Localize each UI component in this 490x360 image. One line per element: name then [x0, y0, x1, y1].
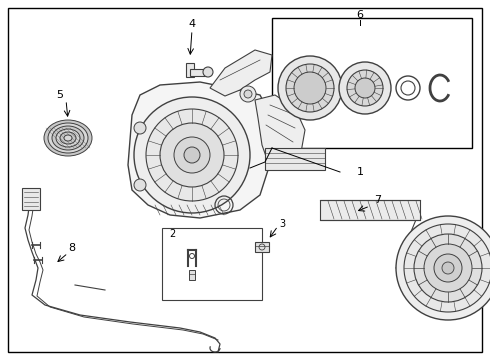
Circle shape	[434, 254, 462, 282]
Circle shape	[278, 56, 342, 120]
Circle shape	[160, 123, 224, 187]
Circle shape	[339, 62, 391, 114]
Ellipse shape	[44, 120, 92, 156]
Text: 6: 6	[357, 10, 364, 20]
Text: 4: 4	[189, 19, 196, 29]
Text: 3: 3	[279, 219, 285, 229]
Bar	[320, 200, 420, 220]
Circle shape	[414, 234, 482, 302]
Text: 2: 2	[169, 229, 175, 239]
Circle shape	[244, 90, 252, 98]
Circle shape	[294, 72, 326, 104]
Circle shape	[404, 224, 490, 312]
Text: 1: 1	[357, 167, 364, 177]
Polygon shape	[255, 95, 305, 168]
Bar	[255, 242, 269, 252]
Polygon shape	[128, 82, 268, 218]
Polygon shape	[210, 50, 272, 96]
Bar	[162, 228, 262, 300]
Circle shape	[174, 137, 210, 173]
Circle shape	[184, 147, 200, 163]
Circle shape	[347, 70, 383, 106]
Circle shape	[146, 109, 238, 201]
Text: 7: 7	[374, 195, 382, 205]
Circle shape	[190, 253, 195, 258]
Circle shape	[424, 244, 472, 292]
Bar	[272, 18, 472, 148]
Ellipse shape	[64, 135, 72, 141]
Ellipse shape	[52, 126, 84, 150]
Circle shape	[134, 122, 146, 134]
Ellipse shape	[48, 123, 88, 153]
Circle shape	[355, 78, 375, 98]
Text: 8: 8	[69, 243, 75, 253]
Circle shape	[134, 179, 146, 191]
Text: 5: 5	[56, 90, 64, 100]
Ellipse shape	[56, 129, 80, 147]
Bar	[189, 270, 195, 280]
Circle shape	[286, 64, 334, 112]
Bar	[186, 63, 194, 77]
Bar	[265, 148, 325, 170]
Circle shape	[134, 97, 250, 213]
Bar	[22, 188, 40, 210]
Circle shape	[203, 67, 213, 77]
Circle shape	[240, 86, 256, 102]
Bar	[190, 69, 206, 76]
Ellipse shape	[60, 132, 76, 144]
Circle shape	[396, 216, 490, 320]
Circle shape	[442, 262, 454, 274]
